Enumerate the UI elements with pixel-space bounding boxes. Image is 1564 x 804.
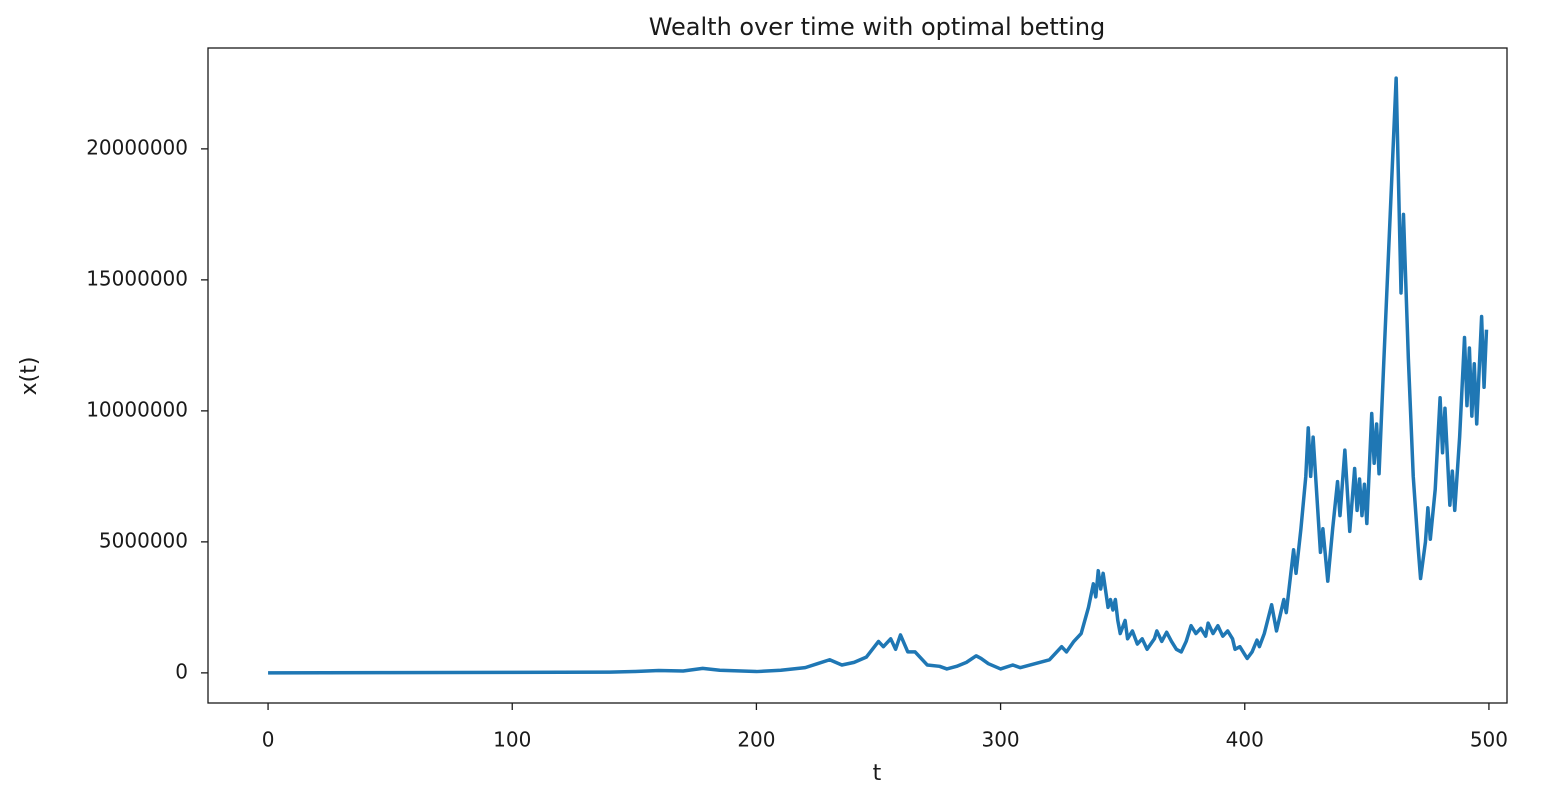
x-tick-label: 100 bbox=[493, 728, 531, 752]
y-tick-label: 10000000 bbox=[86, 397, 188, 421]
x-tick-label: 500 bbox=[1470, 728, 1508, 752]
y-tick-label: 20000000 bbox=[86, 135, 188, 159]
x-tick-label: 0 bbox=[262, 728, 275, 752]
plot-frame bbox=[207, 47, 1508, 704]
y-tick-label: 15000000 bbox=[86, 266, 188, 290]
x-tick-label: 400 bbox=[1226, 728, 1264, 752]
chart-title: Wealth over time with optimal betting bbox=[649, 13, 1106, 41]
x-axis-label: t bbox=[873, 761, 882, 786]
x-tick-label: 200 bbox=[737, 728, 775, 752]
y-tick-label: 0 bbox=[175, 659, 188, 683]
x-tick-label: 300 bbox=[981, 728, 1019, 752]
y-axis-label: x(t) bbox=[17, 357, 42, 396]
y-tick-label: 5000000 bbox=[99, 528, 188, 552]
data-line bbox=[268, 76, 1489, 675]
